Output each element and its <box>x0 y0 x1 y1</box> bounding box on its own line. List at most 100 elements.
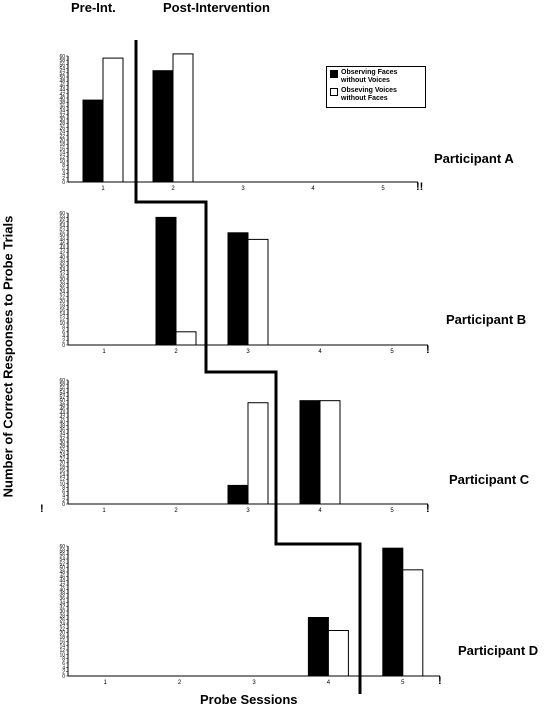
y-tick-label: 10 <box>59 652 65 658</box>
y-tick-label: 0 <box>62 343 65 349</box>
y-tick-label: 46 <box>59 83 65 89</box>
y-tick-label: 2 <box>62 339 65 345</box>
x-tick-label: 4 <box>318 349 322 355</box>
y-tick-label: 32 <box>59 605 65 611</box>
y-tick-label: 38 <box>59 100 65 106</box>
legend-entry-faces: Observing Faces without Voices <box>330 69 422 85</box>
y-tick-label: 32 <box>59 436 65 442</box>
y-tick-label: 44 <box>59 411 65 417</box>
y-tick-label: 8 <box>62 163 65 169</box>
participant-a-label: Participant A <box>434 151 514 166</box>
bar-faces-without-voices <box>152 70 174 183</box>
y-tick-label: 22 <box>59 295 65 301</box>
y-tick-label: 58 <box>59 548 65 554</box>
y-tick-label: 16 <box>59 146 65 152</box>
y-tick-label: 22 <box>59 134 65 140</box>
pre-intervention-label: Pre-Int. <box>71 0 116 15</box>
x-tick-label: 4 <box>311 186 315 192</box>
y-tick-label: 56 <box>59 62 65 68</box>
y-tick-label: 4 <box>62 665 65 671</box>
y-tick-label: 30 <box>59 440 65 446</box>
y-tick-label: 40 <box>59 255 65 261</box>
y-tick-label: 56 <box>59 386 65 392</box>
y-tick-label: 20 <box>59 299 65 305</box>
y-tick-label: 4 <box>62 172 65 178</box>
bar-faces-without-voices <box>227 232 249 346</box>
y-tick-label: 34 <box>59 109 65 115</box>
panel-mark: ! <box>438 675 442 687</box>
y-tick-label: 58 <box>59 58 65 64</box>
panel-mark: ! <box>426 344 430 356</box>
y-tick-label: 52 <box>59 229 65 235</box>
y-tick-label: 28 <box>59 444 65 450</box>
y-tick-label: 60 <box>59 211 65 217</box>
y-tick-label: 42 <box>59 251 65 257</box>
x-tick-label: 1 <box>101 186 105 192</box>
y-tick-label: 50 <box>59 399 65 405</box>
y-tick-label: 6 <box>62 661 65 667</box>
y-tick-label: 42 <box>59 415 65 421</box>
x-tick-label: 2 <box>174 508 178 514</box>
y-tick-label: 10 <box>59 481 65 487</box>
x-tick-label: 5 <box>381 186 385 192</box>
y-tick-label: 8 <box>62 657 65 663</box>
y-tick-label: 18 <box>59 142 65 148</box>
y-tick-label: 10 <box>59 159 65 165</box>
participant-c-label: Participant C <box>449 472 530 487</box>
y-tick-label: 50 <box>59 75 65 81</box>
legend-label-faces: Observing Faces without Voices <box>341 69 398 84</box>
y-tick-label: 30 <box>59 277 65 283</box>
y-tick-label: 54 <box>59 67 65 73</box>
y-tick-label: 30 <box>59 609 65 615</box>
participant-d-label: Participant D <box>458 643 539 658</box>
bar-voices-without-faces <box>247 402 269 505</box>
bar-faces-without-voices <box>299 400 321 505</box>
y-tick-label: 60 <box>59 544 65 550</box>
y-tick-label: 12 <box>59 155 65 161</box>
y-tick-label: 36 <box>59 264 65 270</box>
x-tick-label: 2 <box>171 186 175 192</box>
y-tick-label: 20 <box>59 138 65 144</box>
y-tick-label: 18 <box>59 465 65 471</box>
x-tick-label: 1 <box>102 349 106 355</box>
y-tick-label: 60 <box>59 54 65 60</box>
y-tick-label: 38 <box>59 592 65 598</box>
y-tick-label: 24 <box>59 290 65 296</box>
y-tick-label: 8 <box>62 325 65 331</box>
bar-voices-without-faces <box>327 630 349 677</box>
y-tick-label: 56 <box>59 220 65 226</box>
y-tick-label: 44 <box>59 88 65 94</box>
y-tick-label: 20 <box>59 631 65 637</box>
post-intervention-label: Post-Intervention <box>163 0 270 15</box>
y-tick-label: 14 <box>59 151 65 157</box>
y-tick-label: 10 <box>59 321 65 327</box>
bar-faces-without-voices <box>227 484 249 505</box>
y-tick-label: 18 <box>59 303 65 309</box>
y-tick-label: 20 <box>59 461 65 467</box>
x-tick-label: 3 <box>246 508 250 514</box>
y-tick-label: 48 <box>59 403 65 409</box>
panel-mark-left: ! <box>40 503 44 515</box>
y-tick-label: 46 <box>59 242 65 248</box>
y-tick-label: 44 <box>59 246 65 252</box>
x-tick-label: 5 <box>390 349 394 355</box>
y-tick-label: 34 <box>59 432 65 438</box>
y-tick-label: 22 <box>59 626 65 632</box>
y-tick-label: 40 <box>59 96 65 102</box>
x-tick-label: 4 <box>327 680 331 686</box>
y-tick-label: 48 <box>59 79 65 85</box>
y-tick-label: 26 <box>59 618 65 624</box>
y-axis-title: Number of Correct Responses to Probe Tri… <box>0 215 16 498</box>
y-tick-label: 40 <box>59 587 65 593</box>
bar-faces-without-voices <box>382 547 404 677</box>
y-tick-label: 44 <box>59 579 65 585</box>
y-tick-label: 6 <box>62 167 65 173</box>
y-tick-label: 18 <box>59 635 65 641</box>
y-tick-label: 36 <box>59 596 65 602</box>
y-tick-label: 4 <box>62 494 65 500</box>
y-tick-label: 24 <box>59 130 65 136</box>
panel-mark: !! <box>416 181 423 193</box>
bar-faces-without-voices <box>155 216 177 346</box>
bar-voices-without-faces <box>247 238 269 346</box>
y-tick-label: 34 <box>59 268 65 274</box>
